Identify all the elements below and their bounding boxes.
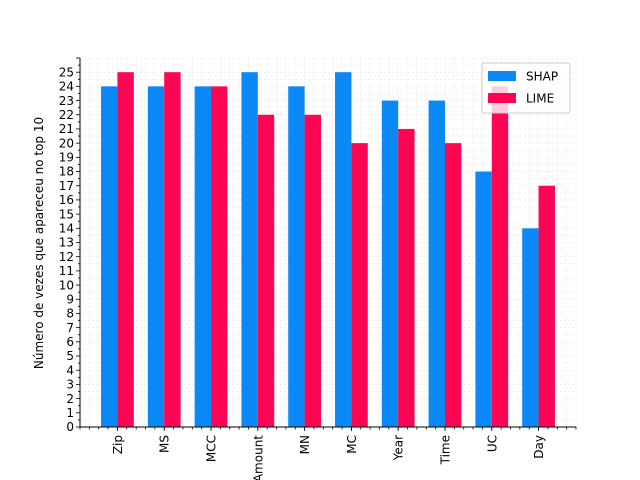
bar-shap-uc [475,171,492,427]
y-tick-label: 9 [66,292,74,306]
x-tick-label: Zip [111,435,125,454]
y-tick-label: 10 [59,278,74,292]
bar-lime-ms [164,72,181,427]
y-tick-label: 12 [59,250,74,264]
bar-lime-zip [117,72,134,427]
y-ticks: 0123456789101112131415161718192021222324… [59,57,80,434]
y-tick-label: 0 [66,420,74,434]
bar-lime-day [538,185,555,427]
bar-lime-year [398,128,415,427]
y-tick-label: 7 [66,321,74,335]
y-tick-label: 16 [59,193,74,207]
legend-swatch-shap [488,71,516,81]
bar-shap-time [428,100,445,428]
y-tick-label: 4 [66,363,74,377]
bar-shap-amount [241,72,258,427]
legend-label-lime: LIME [526,92,554,106]
bar-shap-ms [147,86,165,427]
x-ticks: Zip MS MCC Amount MN MC Year Time UC Day [79,427,577,480]
y-tick-label: 11 [59,264,74,278]
y-tick-label: 14 [59,222,74,236]
y-tick-label: 22 [59,108,74,122]
x-tick-label: Time [438,435,452,465]
x-tick-label: Year [392,435,406,461]
bar-shap-day [522,228,539,427]
bar-lime-amount [257,114,275,428]
bar-lime-time [444,143,462,427]
bar-lime-mc [351,143,368,427]
bar-lime-mn [304,114,321,428]
y-tick-label: 5 [66,349,74,363]
legend: SHAP LIME [481,62,571,114]
bar-lime-uc [491,86,509,427]
y-tick-label: 25 [59,65,74,79]
x-tick-label: MS [158,435,172,453]
y-tick-label: 19 [59,151,74,165]
x-tick-label: MCC [205,435,219,462]
y-axis-label: Número de vezes que apareceu no top 10 [32,117,46,369]
legend-label-shap: SHAP [526,70,558,84]
bar-shap-mcc [194,86,212,427]
y-tick-label: 2 [66,392,74,406]
y-tick-label: 21 [59,122,74,136]
y-tick-label: 1 [66,406,74,420]
x-tick-label: MN [298,435,312,454]
bar-shap-mn [288,86,305,427]
bars [101,72,555,428]
y-tick-label: 8 [66,307,74,321]
x-tick-label: Amount [251,435,265,480]
bar-shap-year [381,100,399,428]
bar-lime-mcc [211,86,228,427]
x-tick-label: UC [485,435,499,452]
y-tick-label: 17 [59,179,74,193]
y-tick-label: 3 [66,378,74,392]
y-tick-label: 20 [59,136,74,150]
x-tick-label: Day [532,435,546,459]
bar-shap-mc [335,72,352,427]
bar-shap-zip [101,86,118,427]
y-tick-label: 13 [59,236,74,250]
legend-swatch-lime [488,93,516,103]
y-tick-label: 6 [66,335,74,349]
y-tick-label: 18 [59,165,74,179]
y-tick-label: 23 [59,94,74,108]
x-tick-label: MC [345,435,359,454]
y-tick-label: 24 [59,80,74,94]
y-tick-label: 15 [59,207,74,221]
